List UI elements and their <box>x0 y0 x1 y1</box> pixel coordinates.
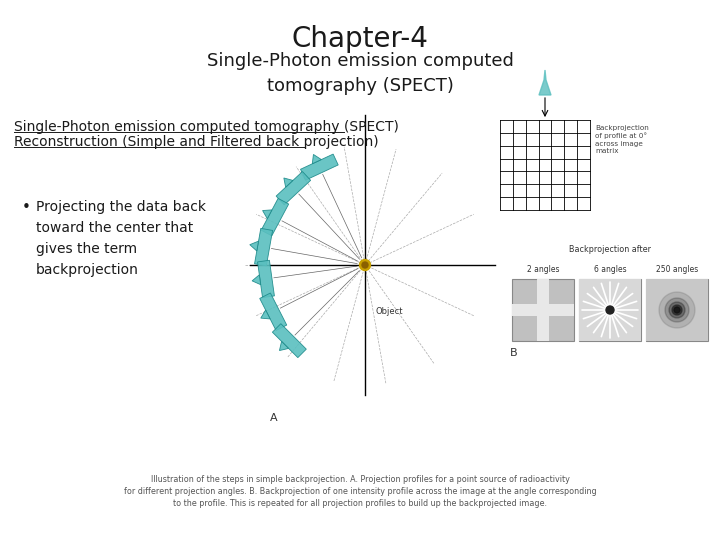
Bar <box>537 279 549 341</box>
Text: A: A <box>270 413 278 423</box>
Text: Projecting the data back
toward the center that
gives the term
backprojection: Projecting the data back toward the cent… <box>36 200 206 278</box>
Polygon shape <box>539 70 551 95</box>
Polygon shape <box>312 154 321 164</box>
Polygon shape <box>258 260 274 298</box>
Circle shape <box>674 307 680 313</box>
Text: Single-Photon emission computed tomography (SPECT): Single-Photon emission computed tomograp… <box>14 120 399 134</box>
Bar <box>646 279 708 341</box>
Polygon shape <box>252 275 261 285</box>
Text: Single-Photon emission computed
tomography (SPECT): Single-Photon emission computed tomograp… <box>207 52 513 95</box>
Bar <box>579 279 641 341</box>
Bar <box>512 279 574 341</box>
Polygon shape <box>300 154 338 180</box>
Circle shape <box>359 260 371 271</box>
Polygon shape <box>263 210 272 219</box>
Bar <box>579 279 641 341</box>
Polygon shape <box>276 172 310 205</box>
Text: 2 angles: 2 angles <box>527 265 559 274</box>
Circle shape <box>665 298 689 322</box>
Circle shape <box>606 306 614 314</box>
Text: Reconstruction (Simple and Filtered back projection): Reconstruction (Simple and Filtered back… <box>14 135 379 149</box>
Text: 250 angles: 250 angles <box>656 265 698 274</box>
Circle shape <box>362 262 368 268</box>
Polygon shape <box>261 198 289 236</box>
Text: 6 angles: 6 angles <box>594 265 626 274</box>
Text: Backprojection
of profile at 0°
across image
matrix: Backprojection of profile at 0° across i… <box>595 125 649 154</box>
Text: Illustration of the steps in simple backprojection. A. Projection profiles for a: Illustration of the steps in simple back… <box>124 475 596 508</box>
Text: Chapter-4: Chapter-4 <box>292 25 428 53</box>
Bar <box>646 279 708 341</box>
Polygon shape <box>284 178 293 187</box>
Text: B: B <box>510 348 518 358</box>
Polygon shape <box>272 323 306 357</box>
Polygon shape <box>255 228 273 266</box>
Text: Backprojection after: Backprojection after <box>569 245 651 254</box>
Text: Object: Object <box>375 307 402 316</box>
Circle shape <box>669 302 685 318</box>
Polygon shape <box>260 293 287 330</box>
Polygon shape <box>279 341 289 350</box>
Circle shape <box>659 292 695 328</box>
Circle shape <box>672 305 682 315</box>
Text: •: • <box>22 200 31 215</box>
Polygon shape <box>250 241 258 251</box>
Polygon shape <box>261 310 270 319</box>
Bar <box>512 304 574 316</box>
